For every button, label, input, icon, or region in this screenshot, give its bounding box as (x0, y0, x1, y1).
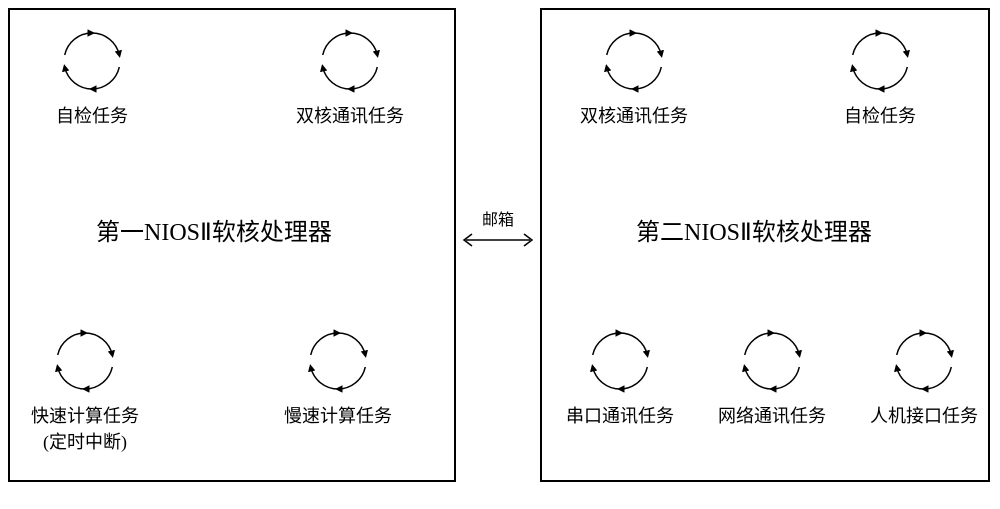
task-label: 人机接口任务 (870, 402, 978, 428)
task-label: 网络通讯任务 (718, 402, 826, 428)
task-p2-hmi: 人机接口任务 (870, 326, 978, 428)
task-label: 双核通讯任务 (580, 102, 688, 128)
task-p1-slow-calc: 慢速计算任务 (284, 326, 392, 428)
mailbox-label: 邮箱 (460, 206, 536, 230)
task-p2-net-comm: 网络通讯任务 (718, 326, 826, 428)
task-label: 串口通讯任务 (566, 402, 674, 428)
cycle-icon (889, 326, 959, 396)
task-label: 慢速计算任务 (284, 402, 392, 428)
diagram-canvas: 第一NIOSⅡ软核处理器 第二NIOSⅡ软核处理器 邮箱 自检任务 双核 (6, 6, 994, 503)
task-p2-dual-comm: 双核通讯任务 (580, 26, 688, 128)
task-label: 快速计算任务 (31, 402, 139, 428)
task-p2-self-check: 自检任务 (844, 26, 916, 128)
task-sublabel: (定时中断) (31, 428, 139, 454)
task-label: 自检任务 (56, 102, 128, 128)
cycle-icon (585, 326, 655, 396)
task-p1-dual-comm: 双核通讯任务 (296, 26, 404, 128)
task-p1-fast-calc: 快速计算任务 (定时中断) (31, 326, 139, 454)
mailbox-link: 邮箱 (460, 206, 536, 253)
cycle-icon (845, 26, 915, 96)
cycle-icon (315, 26, 385, 96)
task-p2-serial-comm: 串口通讯任务 (566, 326, 674, 428)
cycle-icon (737, 326, 807, 396)
task-label: 双核通讯任务 (296, 102, 404, 128)
cycle-icon (303, 326, 373, 396)
task-p1-self-check: 自检任务 (56, 26, 128, 128)
processor-2-title: 第二NIOSⅡ软核处理器 (636, 212, 872, 247)
task-label: 自检任务 (844, 102, 916, 128)
cycle-icon (57, 26, 127, 96)
processor-1-title: 第一NIOSⅡ软核处理器 (96, 212, 332, 247)
cycle-icon (50, 326, 120, 396)
double-arrow-icon (460, 232, 536, 248)
cycle-icon (599, 26, 669, 96)
